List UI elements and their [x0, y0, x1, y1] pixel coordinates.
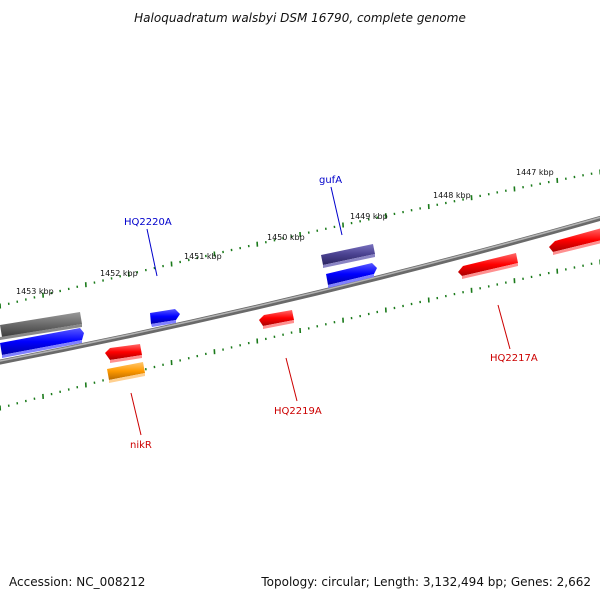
- gene-feature-nikr[interactable]: [107, 362, 145, 383]
- ruler-label-1450: 1450 kbp: [267, 233, 305, 242]
- genome-summary-text: Topology: circular; Length: 3,132,494 bp…: [260, 575, 591, 589]
- leader-gufa: [330, 186, 343, 236]
- gene-feature-blue-2[interactable]: [326, 263, 377, 288]
- gene-feature-hq2219a[interactable]: [259, 310, 294, 329]
- gene-feature-hq2220a[interactable]: [150, 309, 180, 327]
- gene-label-nikr[interactable]: nikR: [130, 440, 152, 451]
- ruler-label-1449: 1449 kbp: [350, 212, 388, 221]
- accession-text: Accession: NC_008212: [9, 575, 145, 589]
- gene-label-hq2220a[interactable]: HQ2220A: [124, 217, 172, 228]
- ruler-label-1453: 1453 kbp: [16, 287, 54, 296]
- page-title: Haloquadratum walsbyi DSM 16790, complet…: [134, 11, 466, 25]
- gene-feature-nikr-red[interactable]: [105, 344, 142, 363]
- gene-feature-red-edge[interactable]: [549, 228, 600, 255]
- gene-label-gufa[interactable]: gufA: [319, 175, 342, 186]
- ruler-label-1447: 1447 kbp: [516, 168, 554, 177]
- gene-feature-blue-1[interactable]: [0, 328, 84, 358]
- ruler-label-1452: 1452 kbp: [100, 269, 138, 278]
- outer-ruler-ticks: [0, 169, 600, 309]
- leader-hq2220a: [146, 228, 158, 277]
- ruler-label-1448: 1448 kbp: [433, 191, 471, 200]
- gene-label-hq2219a[interactable]: HQ2219A: [274, 406, 322, 417]
- gene-feature-gray[interactable]: [0, 312, 82, 340]
- gene-label-hq2217a[interactable]: HQ2217A: [490, 353, 538, 364]
- inner-ruler-ticks: [0, 259, 600, 411]
- leader-hq2217a: [497, 304, 511, 350]
- leader-hq2219a: [285, 357, 298, 402]
- genome-backbone-highlight: [0, 216, 600, 362]
- leader-nikr: [130, 392, 142, 436]
- gene-feature-gufa[interactable]: [321, 244, 375, 268]
- ruler-label-1451: 1451 kbp: [184, 252, 222, 261]
- genome-backbone: [0, 215, 600, 365]
- gene-feature-hq2217a[interactable]: [458, 253, 518, 279]
